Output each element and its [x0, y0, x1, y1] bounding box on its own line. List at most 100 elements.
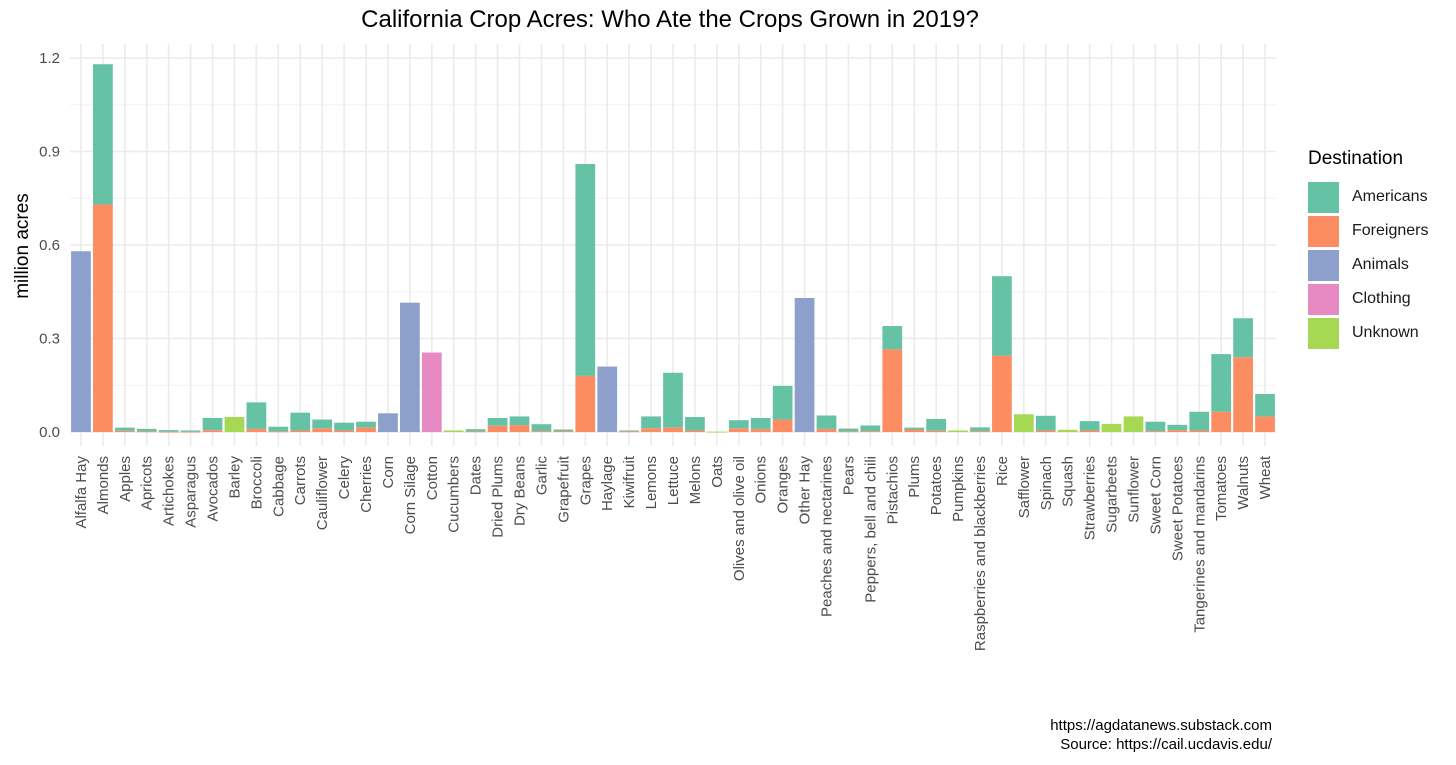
x-tick-label: Walnuts	[1235, 456, 1252, 510]
legend-label: Animals	[1352, 256, 1409, 273]
bar-segment-animals	[400, 302, 420, 432]
x-tick-label: Kiwifruit	[621, 455, 638, 508]
bar-segment-foreigners	[1145, 431, 1166, 432]
x-tick-label: Alfalfa Hay	[73, 456, 90, 529]
y-axis-ticks: 0.0 0.3 0.6 0.9 1.2	[39, 50, 60, 441]
x-tick-label: Raspberries and blackberries	[972, 456, 989, 651]
bar-segment-americans	[531, 424, 552, 432]
x-tick-label: Celery	[336, 456, 353, 500]
bar-segment-foreigners	[860, 431, 881, 432]
bar-segment-americans	[487, 417, 508, 426]
bars	[71, 64, 1275, 433]
x-tick-label: Plums	[906, 456, 923, 498]
bar-segment-foreigners	[619, 431, 640, 433]
legend-swatch	[1308, 249, 1339, 281]
x-tick-label: Sugarbeets	[1104, 456, 1121, 533]
bar-segment-foreigners	[334, 430, 354, 432]
bar-segment-foreigners	[114, 430, 135, 432]
x-tick-label: Pistachios	[884, 456, 901, 524]
bar-segment-americans	[992, 276, 1012, 356]
legend-label: Unknown	[1352, 324, 1419, 341]
bar-segment-unknown	[1057, 429, 1078, 432]
bar-segment-foreigners	[1255, 416, 1275, 432]
x-tick-label: Grapefruit	[555, 455, 572, 523]
legend-swatch	[1308, 283, 1339, 315]
bar-segment-americans	[860, 425, 881, 432]
bar-segment-americans	[136, 428, 157, 432]
chart-title: California Crop Acres: Who Ate the Crops…	[361, 6, 979, 33]
bar-segment-americans	[268, 426, 289, 432]
x-tick-label: Spinach	[1038, 456, 1055, 510]
x-tick-label: Cauliflower	[314, 456, 331, 530]
bar-segment-foreigners	[838, 431, 859, 433]
x-tick-label: Cherries	[358, 456, 375, 513]
bar-segment-americans	[575, 163, 596, 376]
x-tick-label: Cucumbers	[446, 456, 463, 533]
bar-segment-americans	[838, 428, 859, 432]
bar-segment-americans	[1035, 415, 1056, 431]
bar-segment-americans	[882, 326, 903, 350]
bar-segment-foreigners	[1211, 411, 1232, 432]
bar-segment-foreigners	[202, 430, 223, 432]
y-tick-label: 0.0	[39, 424, 60, 441]
bar-segment-americans	[246, 402, 267, 429]
x-tick-label: Safflower	[1016, 456, 1033, 518]
bar-segment-americans	[728, 420, 749, 429]
bar-segment-foreigners	[246, 428, 267, 432]
bar-segment-foreigners	[268, 431, 289, 433]
bar-segment-foreigners	[772, 419, 793, 432]
bar-segment-americans	[685, 417, 705, 431]
bar-segment-unknown	[224, 417, 245, 432]
x-tick-label: Lemons	[643, 456, 660, 509]
x-tick-label: Barley	[226, 456, 243, 499]
bar-segment-americans	[312, 419, 333, 429]
x-axis-ticks: Alfalfa Hay Almonds Apples Apricots Artichok…	[73, 455, 1274, 651]
bar-segment-americans	[356, 421, 376, 428]
y-tick-label: 0.9	[39, 144, 60, 161]
x-tick-label: Tangerines and mandarins	[1191, 456, 1208, 633]
x-tick-label: Avocados	[205, 456, 222, 522]
bar-segment-foreigners	[1035, 430, 1056, 432]
x-tick-label: Lettuce	[665, 456, 682, 505]
x-tick-label: Sweet Corn	[1147, 456, 1164, 534]
bar-segment-foreigners	[531, 431, 552, 432]
x-tick-label: Onions	[753, 456, 770, 504]
x-tick-label: Almonds	[95, 456, 112, 514]
x-tick-label: Apricots	[139, 456, 156, 510]
bar-segment-americans	[619, 430, 640, 432]
legend-item: Foreigners	[1308, 214, 1428, 248]
caption-source: Source: https://cail.ucdavis.edu/	[1060, 736, 1272, 753]
bar-segment-clothing	[421, 352, 442, 432]
x-tick-label: Corn	[380, 456, 397, 489]
bar-segment-unknown	[1123, 416, 1144, 432]
bar-segment-americans	[1233, 318, 1253, 358]
bar-segment-unknown	[1101, 423, 1122, 432]
x-tick-label: Peppers, bell and chili	[862, 456, 879, 603]
x-tick-label: Garlic	[533, 456, 550, 496]
bar-segment-foreigners	[509, 425, 530, 432]
bar-segment-foreigners	[356, 427, 376, 432]
x-tick-label: Oats	[709, 456, 726, 488]
legend-label: Clothing	[1352, 290, 1411, 307]
bar-segment-foreigners	[1079, 430, 1100, 432]
x-tick-label: Cabbage	[270, 456, 287, 517]
x-tick-label: Artichokes	[161, 456, 178, 526]
x-tick-label: Rice	[994, 456, 1011, 486]
x-tick-label: Asparagus	[183, 456, 200, 528]
legend-swatch	[1308, 317, 1339, 349]
bar-segment-americans	[1167, 424, 1188, 431]
bar-segment-foreigners	[575, 375, 596, 432]
bar-segment-unknown	[1013, 414, 1034, 432]
bar-segment-americans	[904, 427, 925, 430]
bar-segment-americans	[180, 430, 201, 432]
x-tick-label: Sunflower	[1125, 456, 1142, 523]
bar-segment-foreigners	[1233, 357, 1253, 432]
legend-swatch	[1308, 181, 1339, 213]
x-tick-label: Oranges	[775, 456, 792, 514]
bar-segment-americans	[1255, 393, 1275, 417]
x-tick-label: Dates	[468, 456, 485, 495]
bar-segment-foreigners	[750, 428, 771, 432]
bar-segment-foreigners	[290, 430, 311, 432]
bar-segment-americans	[926, 418, 946, 431]
bar-segment-foreigners	[992, 355, 1012, 432]
